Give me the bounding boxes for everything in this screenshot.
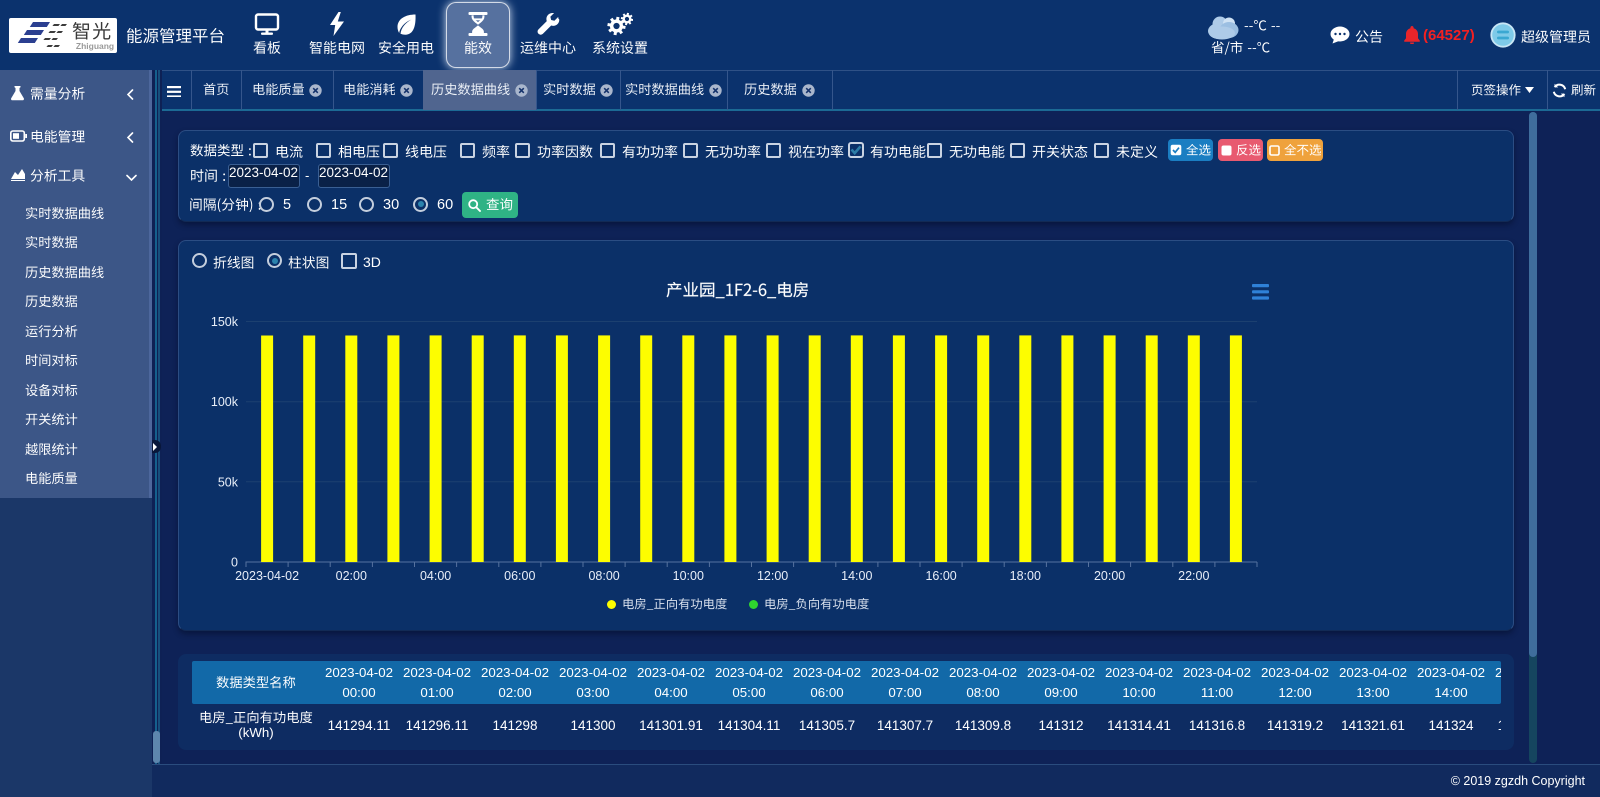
- svg-text:12:00: 12:00: [757, 569, 788, 583]
- svg-text:04:00: 04:00: [420, 569, 451, 583]
- svg-text:06:00: 06:00: [504, 569, 535, 583]
- svg-text:100k: 100k: [211, 395, 239, 409]
- svg-text:16:00: 16:00: [925, 569, 956, 583]
- svg-text:2023-04-02: 2023-04-02: [235, 569, 299, 583]
- svg-text:10:00: 10:00: [673, 569, 704, 583]
- svg-text:08:00: 08:00: [588, 569, 619, 583]
- svg-text:20:00: 20:00: [1094, 569, 1125, 583]
- svg-text:150k: 150k: [211, 315, 239, 329]
- svg-text:02:00: 02:00: [336, 569, 367, 583]
- svg-text:22:00: 22:00: [1178, 569, 1209, 583]
- svg-text:0: 0: [231, 556, 238, 570]
- svg-text:18:00: 18:00: [1010, 569, 1041, 583]
- svg-text:50k: 50k: [218, 475, 239, 489]
- svg-text:14:00: 14:00: [841, 569, 872, 583]
